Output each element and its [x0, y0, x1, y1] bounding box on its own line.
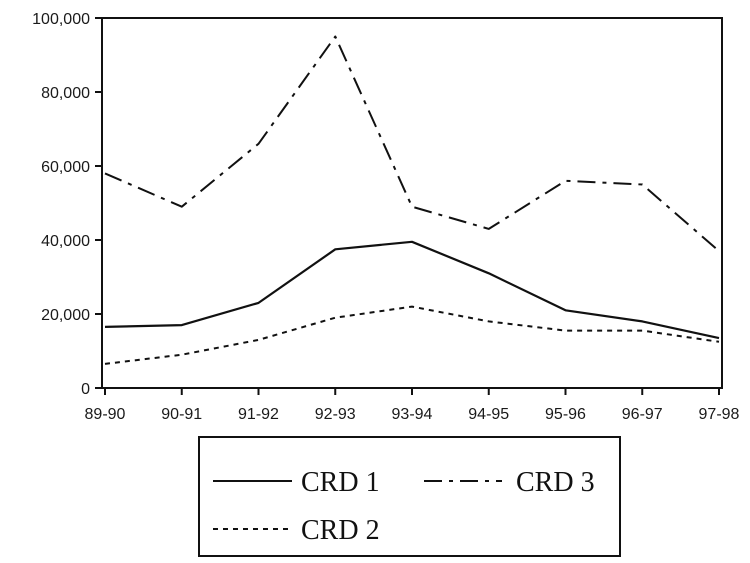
x-tick-label: 89-90 — [85, 406, 126, 423]
y-axis: 0 20,000 40,000 60,000 80,000 100,000 — [32, 11, 102, 398]
series-line-crd-1 — [105, 242, 719, 338]
series-line-crd-3 — [105, 37, 719, 252]
plot-area-frame — [102, 18, 722, 388]
series-line-crd-2 — [105, 307, 719, 364]
x-tick-label: 91-92 — [238, 406, 279, 423]
legend-label: CRD 3 — [516, 467, 595, 498]
x-tick-label: 97-98 — [699, 406, 740, 423]
y-tick-label: 100,000 — [32, 11, 90, 28]
x-tick-label: 94-95 — [468, 406, 509, 423]
legend-label: CRD 1 — [301, 467, 380, 498]
y-tick-label: 80,000 — [41, 85, 90, 102]
x-tick-label: 90-91 — [161, 406, 202, 423]
y-tick-label: 60,000 — [41, 159, 90, 176]
x-tick-label: 92-93 — [315, 406, 356, 423]
x-tick-label: 93-94 — [392, 406, 433, 423]
y-tick-label: 40,000 — [41, 233, 90, 250]
y-tick-label: 0 — [81, 381, 90, 398]
legend-label: CRD 2 — [301, 515, 380, 546]
series-layer — [105, 36, 719, 363]
legend: CRD 1 CRD 3 CRD 2 — [199, 437, 620, 556]
y-tick-label: 20,000 — [41, 307, 90, 324]
x-tick-label: 95-96 — [545, 406, 586, 423]
x-tick-label: 96-97 — [622, 406, 663, 423]
x-axis: 89-90 90-91 91-92 92-93 93-94 94-95 95-96 96-97… — [85, 388, 740, 423]
